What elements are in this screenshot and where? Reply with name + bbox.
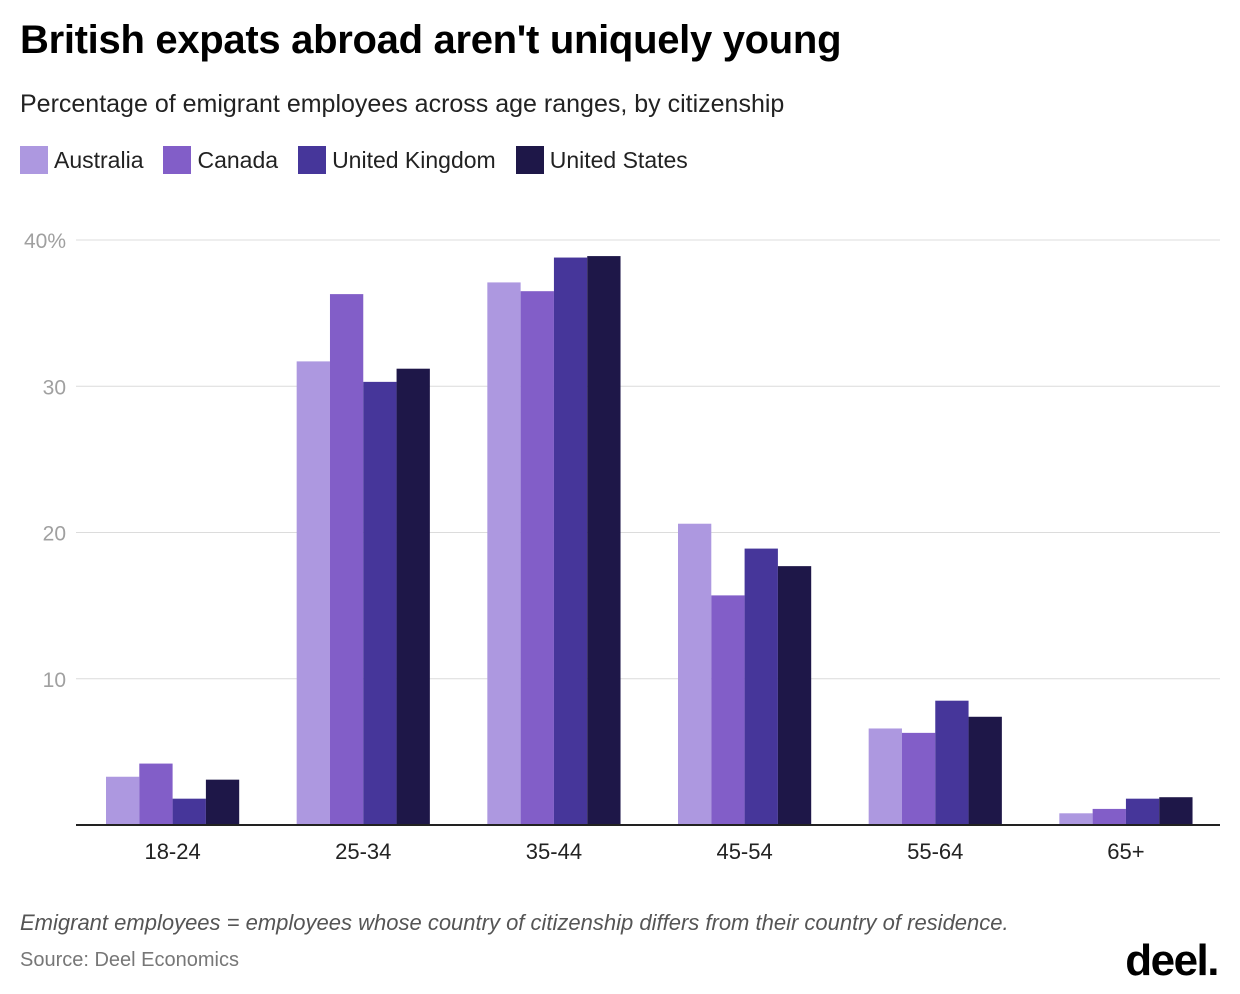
bar	[935, 700, 969, 825]
chart-title: British expats abroad aren't uniquely yo…	[20, 18, 842, 62]
deel-logo: deel.	[1125, 936, 1219, 985]
legend-label: Australia	[54, 146, 144, 173]
x-tick-label: 65+	[1107, 839, 1144, 864]
footnote: Emigrant employees = employees whose cou…	[20, 910, 1009, 935]
bar	[744, 548, 778, 825]
y-tick-label: 20	[43, 523, 66, 546]
legend-label: Canada	[197, 146, 279, 173]
x-tick-label: 35-44	[526, 839, 582, 864]
bar	[205, 779, 240, 825]
bar	[553, 257, 588, 825]
bar	[901, 732, 936, 825]
bar	[139, 763, 173, 825]
x-tick-label: 25-34	[335, 839, 391, 864]
legend-item: Canada	[163, 146, 278, 174]
legend-swatch	[20, 146, 48, 174]
bar	[363, 381, 397, 825]
legend-swatch	[163, 146, 192, 174]
source-label: Source: Deel Economics	[20, 949, 239, 971]
bar	[487, 282, 521, 826]
legend-swatch	[298, 146, 327, 174]
legend-swatch	[515, 146, 544, 174]
bar	[1159, 797, 1193, 825]
legend-label: United States	[549, 146, 688, 173]
bar	[868, 728, 902, 825]
y-tick-label: 40%	[24, 230, 66, 253]
legend-item: Australia	[20, 146, 143, 174]
bar	[520, 291, 554, 825]
chart-subtitle: Percentage of emigrant employees across …	[20, 90, 785, 118]
legend-item: United Kingdom	[298, 146, 496, 174]
legend: Australia Canada United Kingdom United Stat…	[20, 146, 708, 174]
bar	[777, 566, 812, 825]
legend-item: United States	[515, 146, 688, 174]
x-tick-label: 55-64	[907, 839, 963, 864]
legend-label: United Kingdom	[332, 146, 496, 173]
bar	[1059, 813, 1093, 825]
x-tick-label: 18-24	[144, 839, 200, 864]
bar	[678, 523, 712, 825]
bar	[172, 798, 206, 825]
bar	[1125, 798, 1160, 825]
bar	[396, 368, 430, 825]
bar	[968, 716, 1002, 825]
bar	[1092, 808, 1126, 825]
bar	[711, 595, 745, 825]
bar	[587, 256, 621, 825]
y-tick-label: 10	[43, 669, 66, 692]
bar	[106, 776, 140, 825]
x-tick-label: 45-54	[716, 839, 772, 864]
bar	[329, 294, 364, 825]
bar	[296, 361, 330, 825]
y-tick-label: 30	[43, 376, 66, 399]
